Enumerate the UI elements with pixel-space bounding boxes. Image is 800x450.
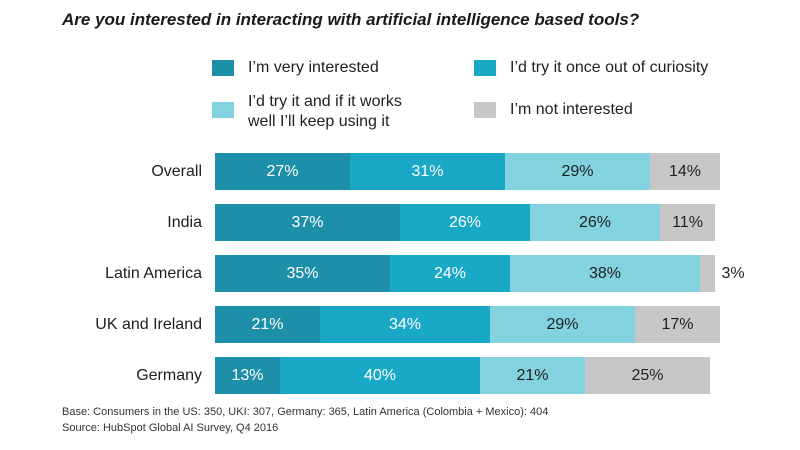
data-label-latin-america-s1: 24% [434,265,466,282]
bar-segment-latin-america-s0 [215,255,390,292]
data-label-overall-s1: 31% [411,163,443,180]
bar-segment-india-s1 [400,204,530,241]
bar-segment-india-s2 [530,204,660,241]
bar-segment-uk-and-ireland-s2 [490,306,635,343]
data-label-latin-america-s2: 38% [589,265,621,282]
footnote-source: Source: HubSpot Global AI Survey, Q4 201… [62,422,279,434]
bar-segment-latin-america-s3 [700,255,715,292]
data-label-latin-america-s3: 3% [721,265,744,282]
legend-item-keep-using: I’d try it and if it works well I’ll kee… [212,92,402,132]
data-label-uk-and-ireland-s3: 17% [661,316,693,333]
bar-segment-india-s3 [660,204,715,241]
category-label-latin-america: Latin America [105,265,202,282]
category-label-overall: Overall [151,163,202,180]
bar-segment-germany-s2 [480,357,585,394]
legend-item-try-once: I’d try it once out of curiosity [474,58,708,78]
category-label-germany: Germany [136,367,202,384]
bar-segment-overall-s1 [350,153,505,190]
bar-segment-germany-s1 [280,357,480,394]
data-label-germany-s2: 21% [516,367,548,384]
legend-swatch-not-interested [474,102,496,118]
bar-segment-uk-and-ireland-s1 [320,306,490,343]
data-label-germany-s3: 25% [631,367,663,384]
legend-item-not-interested: I’m not interested [474,100,633,120]
bar-segment-latin-america-s2 [510,255,700,292]
data-label-overall-s3: 14% [669,163,701,180]
footnote-base: Base: Consumers in the US: 350, UKI: 307… [62,406,549,418]
bar-segment-uk-and-ireland-s3 [635,306,720,343]
data-label-germany-s0: 13% [231,367,263,384]
data-label-uk-and-ireland-s0: 21% [251,316,283,333]
legend-label-not-interested: I’m not interested [510,101,633,118]
legend-item-very-interested: I’m very interested [212,58,379,78]
data-label-india-s1: 26% [449,214,481,231]
data-label-india-s0: 37% [291,214,323,231]
data-label-latin-america-s0: 35% [286,265,318,282]
data-label-uk-and-ireland-s1: 34% [389,316,421,333]
data-label-overall-s2: 29% [561,163,593,180]
legend-swatch-keep-using [212,102,234,118]
data-label-india-s3: 11% [672,214,703,231]
legend-label-very-interested: I’m very interested [248,59,379,76]
legend-label-keep-using: I’d try it and if it works well I’ll kee… [248,93,402,130]
data-label-overall-s0: 27% [266,163,298,180]
legend-label-try-once: I’d try it once out of curiosity [510,59,709,76]
bar-segment-overall-s2 [505,153,650,190]
legend-swatch-try-once [474,60,496,76]
bar-segment-uk-and-ireland-s0 [215,306,320,343]
category-label-uk-and-ireland: UK and Ireland [95,316,202,333]
chart-title: Are you interested in interacting with a… [62,10,640,29]
category-label-india: India [167,214,202,231]
bar-segment-germany-s0 [215,357,280,394]
bar-segment-india-s0 [215,204,400,241]
data-label-uk-and-ireland-s2: 29% [546,316,578,333]
bar-segment-latin-america-s1 [390,255,510,292]
legend-swatch-very-interested [212,60,234,76]
data-label-germany-s1: 40% [364,367,396,384]
bar-segment-germany-s3 [585,357,710,394]
bar-segment-overall-s0 [215,153,350,190]
data-label-india-s2: 26% [579,214,611,231]
bar-segment-overall-s3 [650,153,720,190]
